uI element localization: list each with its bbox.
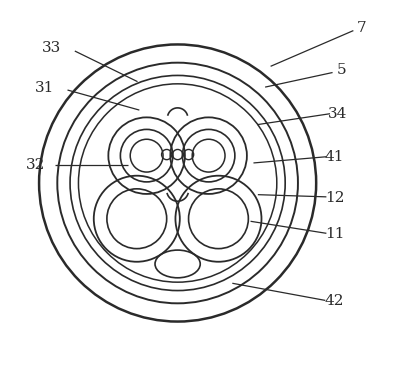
Text: 32: 32 [26, 158, 45, 172]
Text: 7: 7 [357, 21, 367, 35]
Text: 34: 34 [328, 107, 348, 121]
Text: 5: 5 [337, 63, 346, 77]
Text: 42: 42 [325, 295, 344, 309]
Text: 41: 41 [325, 150, 344, 164]
Text: 33: 33 [42, 41, 61, 55]
Text: 12: 12 [325, 191, 344, 205]
Text: 31: 31 [35, 81, 54, 95]
Text: 11: 11 [325, 227, 344, 241]
